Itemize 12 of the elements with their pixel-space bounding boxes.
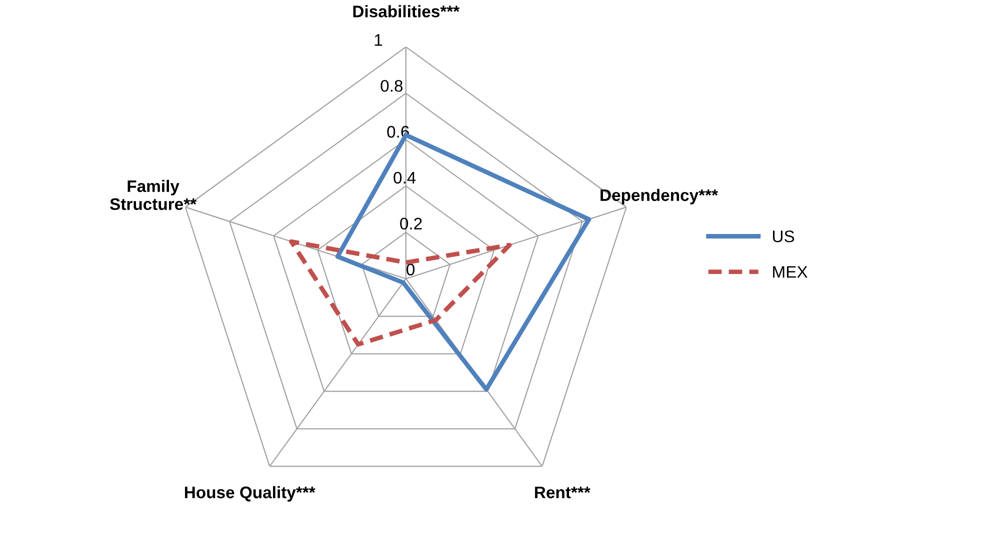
spoke-label: Rent***	[535, 486, 590, 498]
legend-label: US	[773, 230, 794, 242]
legend-label: MEX	[773, 266, 808, 278]
y-tick-label: 1	[374, 34, 382, 46]
y-tick-label: 0.2	[400, 218, 422, 230]
spoke-label: Dependency***	[600, 188, 718, 204]
spoke-label: House Quality***	[184, 486, 316, 502]
y-tick-label: 0	[406, 264, 415, 276]
y-tick-label: 0.4	[394, 172, 416, 184]
spoke-label: Disabilities***	[353, 5, 460, 18]
y-tick-label: 0.8	[380, 80, 403, 92]
spoke-label: Family Structure**	[110, 180, 197, 210]
